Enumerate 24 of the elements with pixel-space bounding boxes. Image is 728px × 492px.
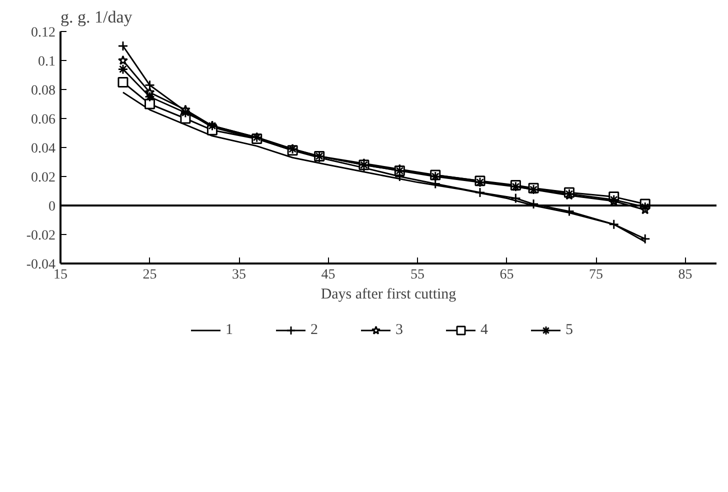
x-tick-label: 15 bbox=[54, 268, 68, 282]
x-tick-label: 35 bbox=[232, 268, 246, 282]
legend-label: 2 bbox=[310, 322, 319, 338]
y-tick-label: 0.06 bbox=[31, 112, 56, 128]
legend-label: 4 bbox=[480, 322, 489, 338]
y-axis-title: g. g. 1/day bbox=[60, 8, 133, 26]
y-tick-label: 0.12 bbox=[31, 26, 56, 40]
legend-label: 3 bbox=[396, 322, 404, 338]
x-tick-label: 25 bbox=[142, 268, 157, 282]
x-tick-label: 65 bbox=[500, 268, 514, 282]
y-tick-label: 0 bbox=[48, 200, 56, 214]
legend-label: 5 bbox=[566, 322, 574, 338]
y-tick-label: -0.02 bbox=[26, 228, 56, 244]
y-tick-label: -0.04 bbox=[26, 258, 56, 272]
x-tick-label: 55 bbox=[410, 268, 425, 282]
y-tick-label: 0.08 bbox=[31, 84, 56, 98]
x-tick-label: 85 bbox=[678, 268, 692, 282]
y-tick-label: 0.04 bbox=[31, 142, 56, 156]
y-tick-label: 0.1 bbox=[38, 54, 56, 70]
legend-label: 1 bbox=[226, 322, 234, 338]
y-tick-label: 0.02 bbox=[31, 170, 56, 186]
x-tick-label: 45 bbox=[321, 268, 336, 282]
x-axis-title: Days after first cutting bbox=[320, 286, 457, 302]
x-tick-label: 75 bbox=[589, 268, 604, 282]
